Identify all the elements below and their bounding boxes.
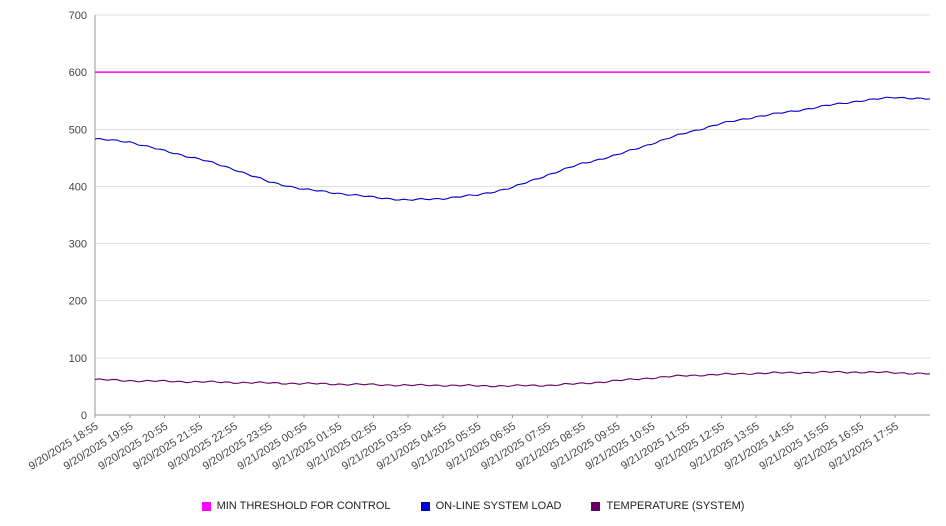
y-axis-tick-label: 0 xyxy=(81,410,87,422)
y-axis-tick-label: 600 xyxy=(69,67,87,79)
legend-label: ON-LINE SYSTEM LOAD xyxy=(435,500,562,512)
series-line xyxy=(94,370,931,388)
legend-swatch-icon xyxy=(420,501,430,511)
y-axis-tick-label: 500 xyxy=(69,124,87,136)
y-axis-tick-label: 700 xyxy=(69,10,87,22)
y-axis-tick-label: 200 xyxy=(69,296,87,308)
legend-label: MIN THRESHOLD FOR CONTROL xyxy=(216,500,391,512)
chart-legend: MIN THRESHOLD FOR CONTROL ON-LINE SYSTEM … xyxy=(0,500,946,512)
legend-item[interactable]: ON-LINE SYSTEM LOAD xyxy=(420,500,562,512)
legend-label: TEMPERATURE (SYSTEM) xyxy=(606,500,745,512)
series-line xyxy=(94,96,931,201)
y-axis-tick-label: 100 xyxy=(69,353,87,365)
y-axis-tick-label: 300 xyxy=(69,239,87,251)
legend-item[interactable]: TEMPERATURE (SYSTEM) xyxy=(591,500,744,512)
legend-swatch-icon xyxy=(201,501,211,511)
y-axis-tick-label: 400 xyxy=(69,181,87,193)
legend-swatch-icon xyxy=(591,501,601,511)
legend-item[interactable]: MIN THRESHOLD FOR CONTROL xyxy=(201,500,391,512)
